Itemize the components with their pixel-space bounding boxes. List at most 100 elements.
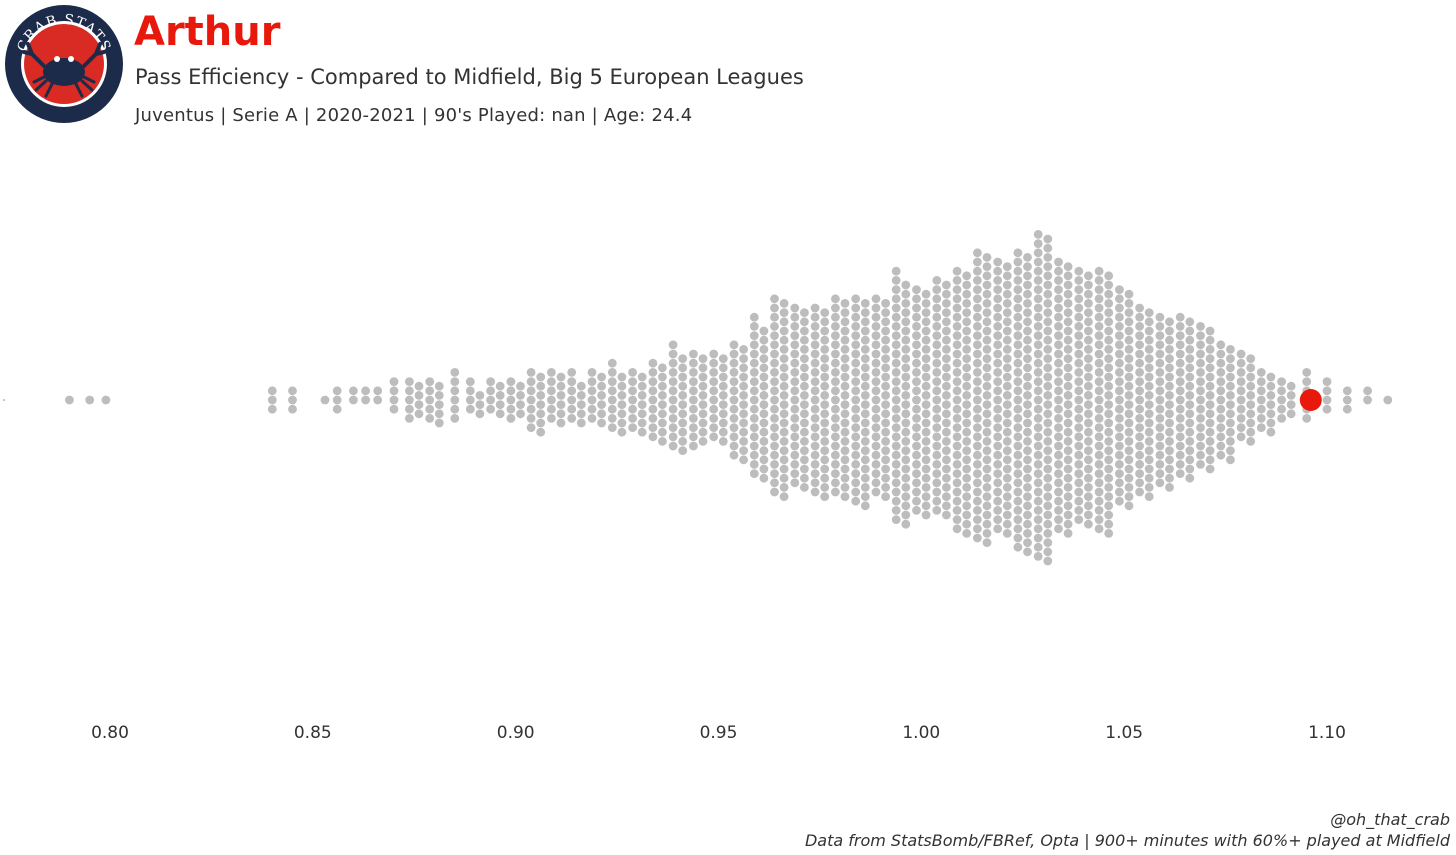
player-dot (973, 248, 982, 258)
player-dot (1135, 469, 1144, 478)
player-dot (810, 441, 820, 451)
player-dot (982, 519, 992, 529)
player-dot (912, 460, 921, 469)
player-dot (1246, 381, 1256, 391)
player-dot (881, 427, 890, 437)
player-dot (840, 326, 850, 336)
player-dot (1033, 368, 1043, 377)
player-dot (770, 432, 779, 442)
player-dot (810, 395, 820, 405)
player-dot (860, 308, 870, 317)
player-dot (759, 418, 769, 428)
player-dot (648, 423, 658, 432)
player-dot (871, 386, 881, 396)
player-dot (1094, 404, 1104, 414)
x-tick-label: 1.10 (1308, 723, 1346, 743)
player-dot (921, 335, 931, 345)
player-dot (1023, 345, 1032, 354)
player-dot (607, 368, 617, 377)
player-dot (952, 340, 962, 350)
player-dot (739, 372, 748, 382)
player-dot (617, 409, 627, 419)
player-dot (1115, 303, 1124, 313)
player-dot (820, 354, 830, 363)
player-dot (1226, 455, 1235, 465)
player-dot (921, 473, 931, 483)
player-dot (1124, 455, 1134, 465)
player-dot (973, 266, 982, 276)
player-dot (1135, 358, 1144, 368)
player-dot (800, 455, 809, 465)
player-dot (1094, 432, 1104, 442)
player-dot (820, 483, 830, 492)
player-dot (952, 358, 962, 368)
player-dot (831, 460, 840, 469)
player-dot (871, 460, 881, 469)
player-dot (536, 372, 546, 382)
player-dot (1205, 427, 1215, 437)
player-dot (779, 372, 789, 382)
player-dot (901, 510, 911, 520)
player-dot (1104, 529, 1114, 538)
player-dot (617, 381, 627, 391)
player-dot (1216, 441, 1226, 451)
player-dot (729, 377, 739, 386)
player-dot (1135, 340, 1144, 350)
player-dot (405, 386, 414, 396)
player-dot (1074, 285, 1084, 294)
player-dot (860, 354, 870, 363)
player-dot (831, 322, 840, 331)
player-dot (749, 423, 759, 432)
player-dot (1084, 289, 1093, 299)
player-dot (526, 377, 536, 386)
player-dot (1013, 469, 1023, 478)
player-dot (993, 487, 1003, 497)
player-dot (982, 326, 992, 336)
player-dot (1094, 460, 1104, 469)
player-dot (962, 345, 972, 354)
x-tick-label: 1.00 (902, 723, 940, 743)
player-dot (1002, 483, 1012, 492)
player-dot (1135, 441, 1144, 451)
player-dot (1185, 345, 1195, 354)
player-dot (1013, 266, 1023, 276)
player-dot (1185, 326, 1195, 336)
player-dot (1033, 506, 1043, 515)
player-dot (770, 441, 779, 451)
player-dot (770, 423, 779, 432)
player-dot (942, 317, 951, 327)
player-dot (1043, 409, 1053, 419)
player-dot (475, 409, 485, 419)
player-dot (952, 496, 962, 506)
player-dot (912, 340, 921, 350)
player-dot (831, 294, 840, 304)
player-dot (495, 409, 505, 419)
player-dot (678, 409, 688, 419)
player-dot (1246, 372, 1256, 382)
player-dot (465, 386, 475, 396)
player-dot (576, 391, 586, 400)
player-dot (1063, 464, 1073, 474)
player-dot (1054, 460, 1063, 469)
player-dot (1196, 404, 1205, 414)
player-dot (1185, 473, 1195, 483)
player-dot (881, 464, 890, 474)
player-dot (993, 358, 1003, 368)
player-dot (973, 340, 982, 350)
player-dot (982, 317, 992, 327)
player-dot (962, 308, 972, 317)
player-dot (1155, 414, 1165, 423)
player-dot (1043, 299, 1053, 308)
player-dot (860, 427, 870, 437)
player-dot (901, 280, 911, 290)
player-dot (689, 377, 698, 386)
player-dot (901, 391, 911, 400)
player-dot (1104, 492, 1114, 501)
player-dot (1185, 409, 1195, 419)
player-dot (1216, 395, 1226, 405)
dots-layer (3, 230, 1393, 566)
player-dot (921, 510, 931, 520)
player-dot (1043, 538, 1053, 547)
player-dot (373, 395, 383, 405)
player-dot (993, 441, 1003, 451)
